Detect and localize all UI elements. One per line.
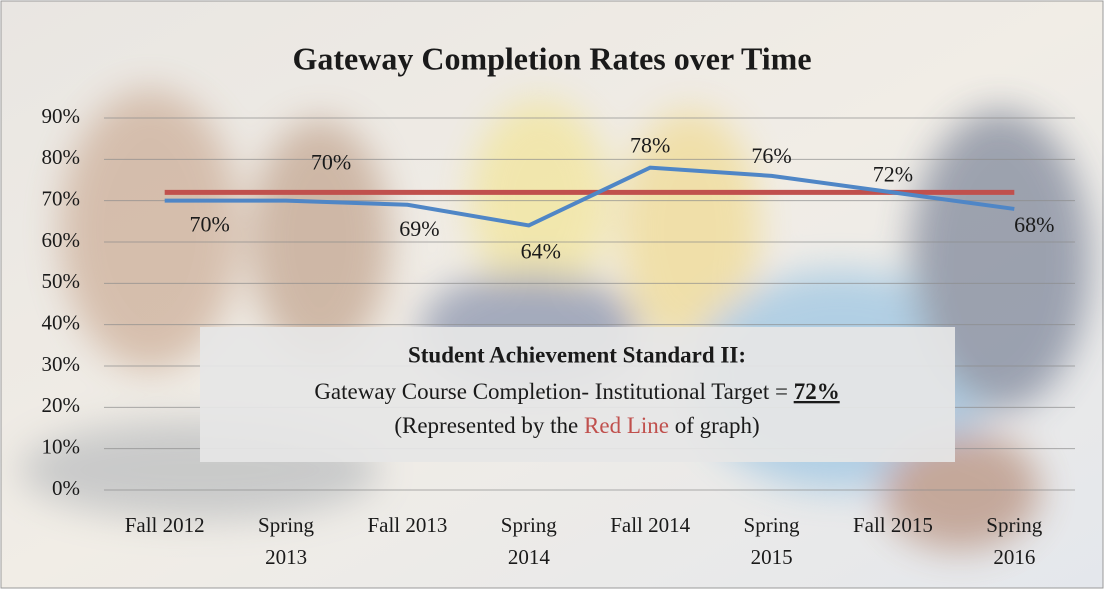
y-tick-label: 20% xyxy=(42,393,81,417)
y-tick-label: 60% xyxy=(42,228,81,252)
x-tick-label-part: 2013 xyxy=(265,545,307,569)
annotation-highlight: Red Line xyxy=(584,413,669,438)
x-tick-label-part: Spring xyxy=(744,513,801,537)
data-label: 70% xyxy=(311,150,351,175)
x-tick-label-part: 2016 xyxy=(993,545,1035,569)
annotation-heading: Student Achievement Standard II: xyxy=(408,342,746,367)
x-tick-label-part: Spring xyxy=(258,513,315,537)
x-tick-label-part: Spring xyxy=(501,513,558,537)
x-tick-label: Fall 2014 xyxy=(610,513,690,537)
data-label: 78% xyxy=(630,133,670,158)
y-tick-label: 40% xyxy=(42,310,81,334)
x-tick-label: Fall 2015 xyxy=(853,513,933,537)
data-label: 64% xyxy=(521,239,561,264)
y-tick-label: 70% xyxy=(42,186,81,210)
x-tick-label: Fall 2012 xyxy=(125,513,205,537)
annotation-text: of graph) xyxy=(669,413,760,438)
x-tick-label-part: 2015 xyxy=(751,545,793,569)
data-label: 72% xyxy=(873,161,913,186)
y-tick-label: 90% xyxy=(42,104,81,128)
annotation-box: Student Achievement Standard II: Gateway… xyxy=(200,327,955,462)
y-tick-label: 30% xyxy=(42,352,81,376)
y-tick-label: 50% xyxy=(42,269,81,293)
x-tick-label-part: 2014 xyxy=(508,545,551,569)
chart: Gateway Completion Rates over Time 0% 10%… xyxy=(0,0,1104,589)
data-label: 69% xyxy=(399,216,439,241)
data-label: 76% xyxy=(751,143,791,168)
y-tick-label: 0% xyxy=(52,476,80,500)
page: {"chart_data": { "type": "line", "title"… xyxy=(0,0,1104,589)
y-tick-label: 80% xyxy=(42,145,81,169)
x-tick-label: Fall 2013 xyxy=(367,513,447,537)
data-label: 68% xyxy=(1014,212,1054,237)
annotation-text: (Represented by the xyxy=(394,413,584,438)
y-tick-label: 10% xyxy=(42,434,81,458)
data-label: 70% xyxy=(190,212,230,237)
annotation-line: Gateway Course Completion- Institutional… xyxy=(314,379,839,404)
chart-title: Gateway Completion Rates over Time xyxy=(292,40,811,76)
annotation-line: (Represented by the Red Line of graph) xyxy=(394,413,759,438)
target-label: 72% xyxy=(794,379,840,404)
x-tick-label-part: Spring xyxy=(986,513,1043,537)
annotation-text: Gateway Course Completion- Institutional… xyxy=(314,379,793,404)
